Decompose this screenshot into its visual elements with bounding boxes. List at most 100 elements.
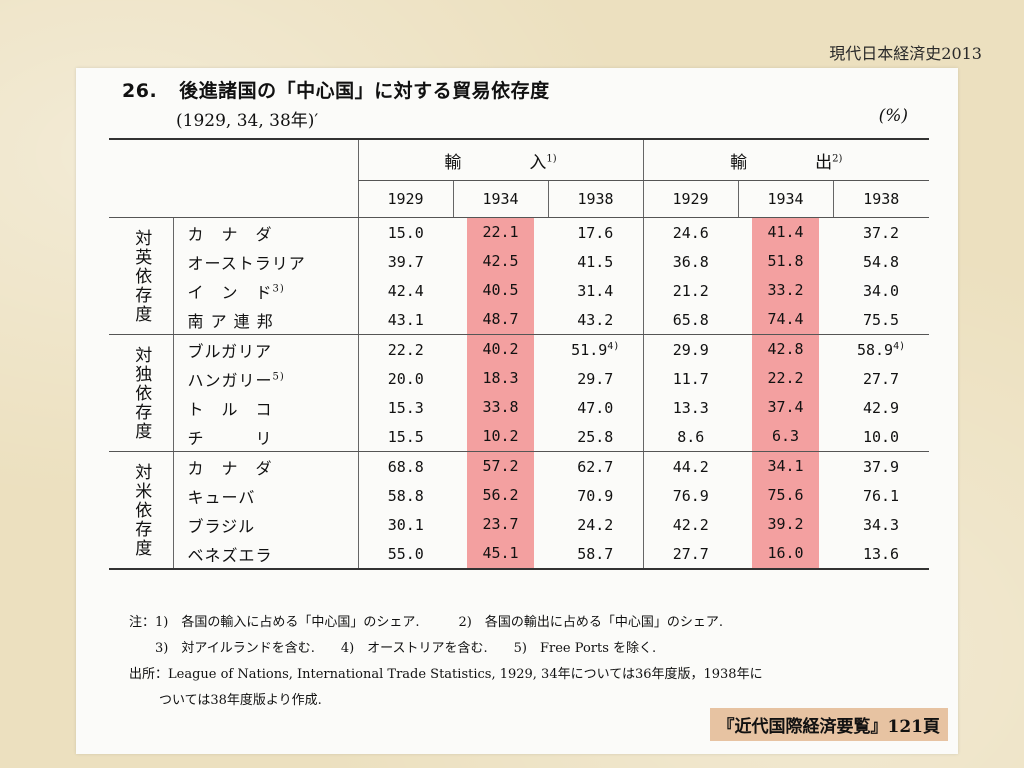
- year-header: 1938: [547, 180, 644, 218]
- table-cell: 17.6: [577, 223, 614, 242]
- table-cell: 8.6: [642, 422, 739, 452]
- table-cell: 22.1: [453, 218, 548, 247]
- group-label: 対独依存度: [109, 334, 174, 452]
- table-cell: 6.3: [738, 422, 834, 452]
- country-name: ブルガリア: [187, 341, 273, 361]
- table-cell: 37.4: [738, 393, 833, 422]
- country-name: ト ル コ: [187, 399, 273, 419]
- table-cell: 68.8: [357, 451, 453, 481]
- group-label: 対英依存度: [109, 217, 174, 335]
- table-cell: 33.2: [738, 276, 833, 305]
- country-name: ブラジル: [187, 516, 256, 536]
- dependency-table: 輸 入1) 輸 出2) 1929 1934 1938 1929 1934 193…: [109, 138, 930, 570]
- imports-header: 輸 入1): [357, 139, 644, 181]
- table-cell: 29.9: [642, 334, 739, 364]
- table-cell: 34.0: [862, 281, 900, 300]
- table-cell: 11.7: [642, 364, 739, 393]
- table-cell: 42.5: [453, 247, 548, 276]
- table-cell: 76.9: [642, 481, 739, 510]
- table-cell: 21.2: [642, 276, 739, 305]
- table-cell: 27.7: [862, 369, 900, 388]
- table-row: 対英依存度カ ナ ダ 15.0 22.1 17.6 24.6 41.4 37.2: [109, 217, 929, 335]
- table-cell: 24.2: [577, 515, 614, 534]
- table-cell: 10.0: [833, 422, 930, 452]
- table-row: チ リ 15.5 10.2 25.8 8.6 6.3 10.0: [109, 422, 930, 452]
- country-name: 南 ア 連 邦: [173, 305, 358, 335]
- country-name: ベネズエラ: [173, 539, 358, 570]
- table-cell: 42.9: [862, 398, 900, 417]
- table-row: ブラジル 30.1 23.7 24.2 42.2 39.2 34.3: [109, 510, 929, 539]
- table-cell: 45.1: [453, 539, 548, 570]
- table-row: 南 ア 連 邦 43.1 48.7 43.2 65.8 74.4 75.5: [109, 305, 930, 335]
- table-cell: 55.0: [357, 539, 453, 570]
- table-cell: 39.7: [357, 247, 453, 276]
- header-row-1: 輸 入1) 輸 出2): [109, 139, 930, 218]
- table-cell: 20.0: [357, 364, 453, 393]
- country-name: キューバ: [187, 487, 256, 507]
- table-cell: 54.8: [862, 252, 900, 271]
- table-cell: 16.0: [738, 539, 834, 570]
- year-header: 1929: [642, 180, 739, 218]
- table-cell: 48.7: [453, 305, 548, 335]
- table-row: イ ン ド3) 42.4 40.5 31.4 21.2 33.2 34.0: [109, 276, 929, 305]
- table-cell: 25.8: [548, 422, 644, 452]
- table-cell: 76.1: [862, 486, 900, 505]
- table-cell: 22.2: [357, 334, 453, 364]
- notes: 注：1) 各国の輸入に占める「中心国」のシェア. 2) 各国の輸出に占める「中心…: [129, 610, 763, 714]
- table-cell: 39.2: [738, 510, 833, 539]
- table-cell: 40.2: [453, 335, 548, 364]
- country-name: ハンガリー5): [187, 370, 285, 390]
- table-title: 26. 後進諸国の「中心国」に対する貿易依存度: [122, 76, 550, 103]
- table-cell: 57.2: [453, 452, 548, 481]
- table-cell: 33.8: [453, 393, 548, 422]
- country-name: チ リ: [173, 422, 358, 452]
- table-row: ベネズエラ 55.0 45.1 58.7 27.7 16.0 13.6: [109, 539, 930, 570]
- table-cell: 34.3: [862, 515, 900, 534]
- table-cell: 70.9: [577, 486, 614, 505]
- table-number: 26.: [122, 80, 158, 102]
- table-cell: 37.9: [862, 457, 900, 476]
- table-cell: 42.4: [357, 276, 453, 305]
- table-cell: 30.1: [357, 510, 453, 539]
- table-cell: 10.2: [453, 422, 548, 452]
- table-cell: 22.2: [738, 364, 833, 393]
- year-header: 1938: [832, 180, 930, 218]
- table-cell: 34.1: [738, 452, 833, 481]
- table-cell: 74.4: [738, 305, 834, 335]
- header-row-2: 1929 1934 1938 1929 1934 1938: [109, 180, 930, 218]
- table-cell: 62.7: [577, 457, 614, 476]
- table-cell: 51.94): [571, 340, 620, 359]
- table-cell: 42.8: [738, 335, 833, 364]
- table-cell: 65.8: [642, 305, 739, 335]
- country-name: カ ナ ダ: [187, 458, 273, 478]
- table-page: 26. 後進諸国の「中心国」に対する貿易依存度 (1929, 34, 38年)′ …: [76, 68, 958, 754]
- table-cell: 58.94): [856, 340, 906, 359]
- table-cell: 75.6: [738, 481, 833, 510]
- table-cell: 15.0: [357, 217, 453, 247]
- exports-header: 輸 出2): [642, 139, 930, 181]
- years-note: (1929, 34, 38年)′: [176, 111, 319, 131]
- table-row: 対米依存度カ ナ ダ 68.8 57.2 62.7 44.2 34.1 37.9: [109, 451, 929, 570]
- table-cell: 18.3: [453, 364, 548, 393]
- country-name: オーストラリア: [187, 253, 306, 273]
- year-header: 1934: [737, 180, 834, 218]
- table-cell: 23.7: [453, 510, 548, 539]
- source-line: ついては38年度版より作成.: [159, 693, 322, 708]
- note-line: 3) 対アイルランドを含む. 4) オーストリアを含む. 5) Free Por…: [155, 641, 657, 656]
- table-cell: 58.8: [357, 481, 453, 510]
- source-badge: 『近代国際経済要覧』121頁: [709, 708, 948, 741]
- table-cell: 40.5: [453, 276, 548, 305]
- table-row: オーストラリア 39.7 42.5 41.5 36.8 51.8 54.8: [109, 247, 929, 276]
- table-cell: 37.2: [862, 223, 900, 242]
- table-cell: 47.0: [577, 398, 614, 417]
- table-cell: 13.6: [833, 539, 930, 570]
- source-line: 出所：League of Nations, International Trad…: [129, 667, 763, 682]
- table-cell: 58.7: [548, 539, 644, 570]
- note-line: 注：1) 各国の輸入に占める「中心国」のシェア. 2) 各国の輸出に占める「中心…: [129, 615, 723, 630]
- country-name: イ ン ド3): [187, 282, 285, 302]
- table-cell: 13.3: [642, 393, 739, 422]
- table-cell: 15.3: [357, 393, 453, 422]
- table-cell: 29.7: [577, 369, 614, 388]
- table-title-text: 後進諸国の「中心国」に対する貿易依存度: [179, 80, 550, 102]
- table-cell: 56.2: [453, 481, 548, 510]
